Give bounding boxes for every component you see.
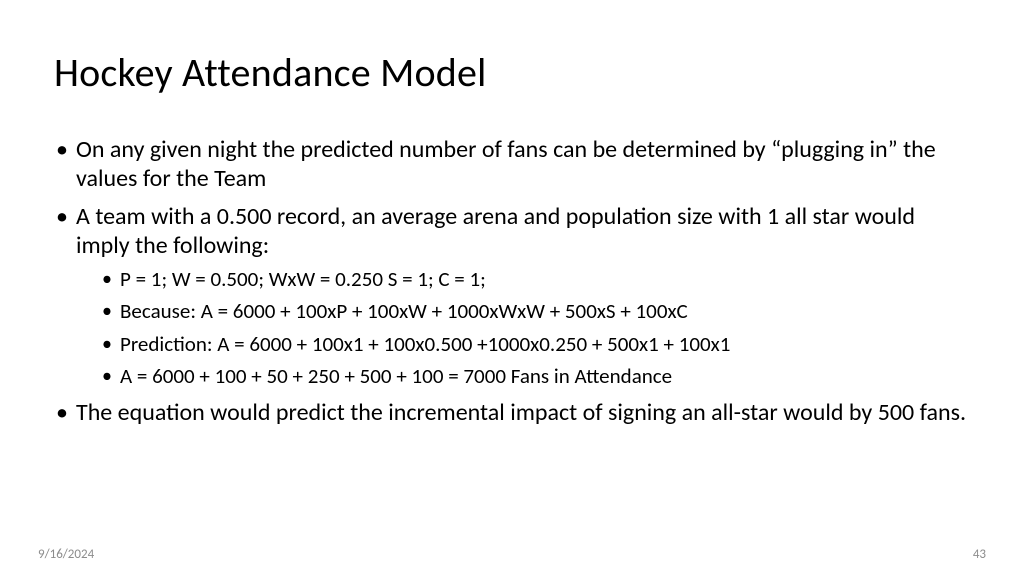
bullet-list: On any given night the predicted number … [54,135,970,428]
slide: Hockey Attendance Model On any given nig… [0,0,1024,576]
sub-bullet-item: Prediction: A = 6000 + 100x1 + 100x0.500… [76,331,970,358]
footer-date: 9/16/2024 [38,547,94,562]
bullet-item: The equation would predict the increment… [54,398,970,427]
sub-bullet-item: Because: A = 6000 + 100xP + 100xW + 1000… [76,298,970,325]
slide-title: Hockey Attendance Model [54,48,970,97]
footer-page-number: 43 [973,547,986,562]
bullet-item: On any given night the predicted number … [54,135,970,194]
bullet-item: A team with a 0.500 record, an average a… [54,202,970,391]
bullet-text: A team with a 0.500 record, an average a… [76,202,915,260]
slide-footer: 9/16/2024 43 [0,547,1024,562]
sub-bullet-list: P = 1; W = 0.500; WxW = 0.250 S = 1; C =… [76,266,970,390]
bullet-text: On any given night the predicted number … [76,135,936,193]
sub-bullet-item: P = 1; W = 0.500; WxW = 0.250 S = 1; C =… [76,266,970,293]
bullet-text: The equation would predict the increment… [76,398,966,427]
sub-bullet-item: A = 6000 + 100 + 50 + 250 + 500 + 100 = … [76,363,970,390]
